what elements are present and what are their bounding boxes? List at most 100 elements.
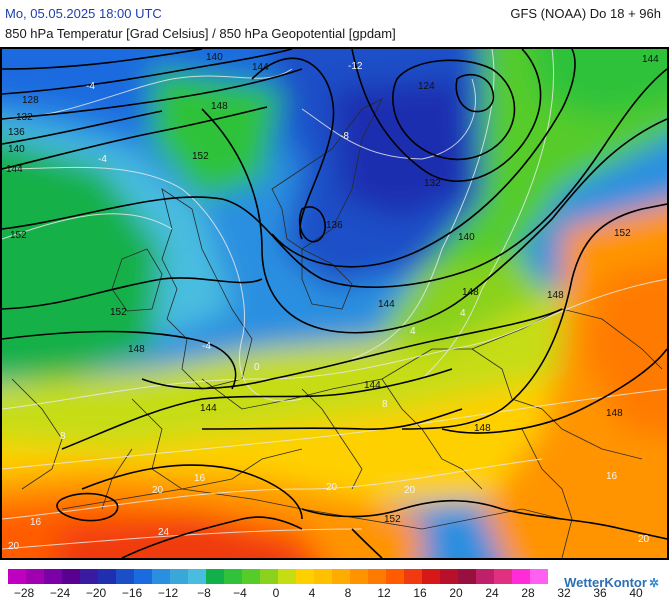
colorbar-swatch [170, 569, 188, 584]
isotherm-label: 20 [152, 485, 164, 496]
isotherm-label: 4 [460, 308, 466, 319]
isotherm-label: -4 [86, 81, 95, 92]
isohypse-label: 140 [8, 144, 25, 155]
geopotential-labels: 140 144 128 132 136 140 144 148 152 124 … [6, 52, 659, 525]
isotherm-label: 20 [638, 534, 650, 545]
isotherm-label: 20 [326, 482, 338, 493]
colorbar-tick-label: −16 [121, 586, 143, 600]
colorbar-tick-label: 8 [344, 586, 352, 600]
isohypse-label: 136 [8, 127, 25, 138]
isotherm-label: -12 [348, 61, 363, 72]
colorbar-tick-label: −20 [85, 586, 107, 600]
temperature-colorbar [8, 569, 548, 584]
colorbar-swatch [26, 569, 44, 584]
colorbar-swatch [512, 569, 530, 584]
colorbar-swatch [188, 569, 206, 584]
colorbar-tick-label: −8 [197, 586, 211, 600]
colorbar-swatch [494, 569, 512, 584]
colorbar-swatch [530, 569, 548, 584]
map-svg: 140 144 128 132 136 140 144 148 152 124 … [2, 49, 667, 558]
brand-name: WetterKontor [564, 575, 647, 590]
isotherm-label: 16 [30, 517, 42, 528]
colorbar-swatch [224, 569, 242, 584]
isohypse-label: 152 [192, 151, 209, 162]
colorbar-tick-label: −12 [157, 586, 179, 600]
isotherm-label: -8 [340, 131, 349, 142]
isotherm-label: 0 [254, 362, 260, 373]
isotherm-label: 20 [404, 485, 416, 496]
colorbar-ticks: −28 −24 −20 −16 −12 −8 −4 0 4 8 12 16 20 24 28 32 36 40 [0, 586, 669, 600]
colorbar-tick-label: −28 [13, 586, 35, 600]
isotherm-label: 20 [8, 541, 20, 552]
colorbar-tick-label: 32 [557, 586, 571, 600]
colorbar-tick-label: −24 [49, 586, 71, 600]
colorbar-tick-label: 28 [521, 586, 535, 600]
map-subtitle: 850 hPa Temperatur [Grad Celsius] / 850 … [5, 26, 396, 41]
isohypse-label: 144 [378, 299, 395, 310]
colorbar-tick-label: 12 [377, 586, 391, 600]
colorbar-swatch [98, 569, 116, 584]
colorbar-swatch [404, 569, 422, 584]
isohypse-label: 140 [458, 232, 475, 243]
colorbar-tick-label: 4 [308, 586, 316, 600]
colorbar-swatch [350, 569, 368, 584]
isotherm-label: -4 [98, 154, 107, 165]
isohypse-label: 148 [474, 423, 491, 434]
colorbar-swatch [476, 569, 494, 584]
forecast-date: Mo, 05.05.2025 18:00 UTC [5, 6, 162, 21]
colorbar-swatch [152, 569, 170, 584]
colorbar-swatch [296, 569, 314, 584]
colorbar-swatch [62, 569, 80, 584]
colorbar-swatch [116, 569, 134, 584]
colorbar-tick-label: −4 [233, 586, 247, 600]
colorbar-tick-label: 24 [485, 586, 499, 600]
isotherms [2, 49, 667, 550]
isohypse-label: 128 [22, 95, 39, 106]
isohypse-label: 148 [606, 408, 623, 419]
colorbar-swatch [260, 569, 278, 584]
isohypse-label: 152 [110, 307, 127, 318]
colorbar-swatch [8, 569, 26, 584]
isotherm-label: 4 [410, 326, 416, 337]
isohypse-label: 144 [642, 54, 659, 65]
isohypse-label: 124 [418, 81, 435, 92]
isohypse-label: 148 [462, 287, 479, 298]
isohypse-label: 144 [252, 62, 269, 73]
colorbar-swatch [422, 569, 440, 584]
isohypse-label: 148 [211, 101, 228, 112]
isohypse-label: 144 [364, 380, 381, 391]
isohypse-label: 136 [326, 220, 343, 231]
isohypse-label: 132 [16, 112, 33, 123]
isohypse-label: 132 [424, 178, 441, 189]
isohypses [2, 49, 667, 558]
isotherm-label: 16 [194, 473, 206, 484]
colorbar-swatch [206, 569, 224, 584]
isohypse-label: 152 [384, 514, 401, 525]
isohypse-label: 148 [547, 290, 564, 301]
colorbar-swatch [386, 569, 404, 584]
colorbar-swatch [278, 569, 296, 584]
colorbar-swatch [458, 569, 476, 584]
colorbar-tick-label: 20 [449, 586, 463, 600]
colorbar-tick-label: 0 [272, 586, 280, 600]
brand-mark-icon: ✲ [648, 576, 659, 590]
isohypse-label: 152 [614, 228, 631, 239]
colorbar-swatch [440, 569, 458, 584]
colorbar-swatch [44, 569, 62, 584]
isotherm-label: 24 [158, 527, 170, 538]
colorbar-swatch [134, 569, 152, 584]
colorbar-tick-label: 36 [593, 586, 607, 600]
isohypse-label: 144 [6, 164, 23, 175]
colorbar-tick-label: 16 [413, 586, 427, 600]
colorbar-swatch [242, 569, 260, 584]
isotherm-label: 8 [60, 431, 66, 442]
isohypse-label: 144 [200, 403, 217, 414]
model-run-label: GFS (NOAA) Do 18 + 96h [510, 6, 661, 21]
isotherm-label: 8 [382, 399, 388, 410]
isohypse-label: 152 [10, 230, 27, 241]
isotherm-label: -4 [202, 341, 211, 352]
colorbar-tick-label: 40 [629, 586, 643, 600]
colorbar-swatch [314, 569, 332, 584]
isohypse-label: 148 [128, 344, 145, 355]
isotherm-label: 16 [606, 471, 618, 482]
